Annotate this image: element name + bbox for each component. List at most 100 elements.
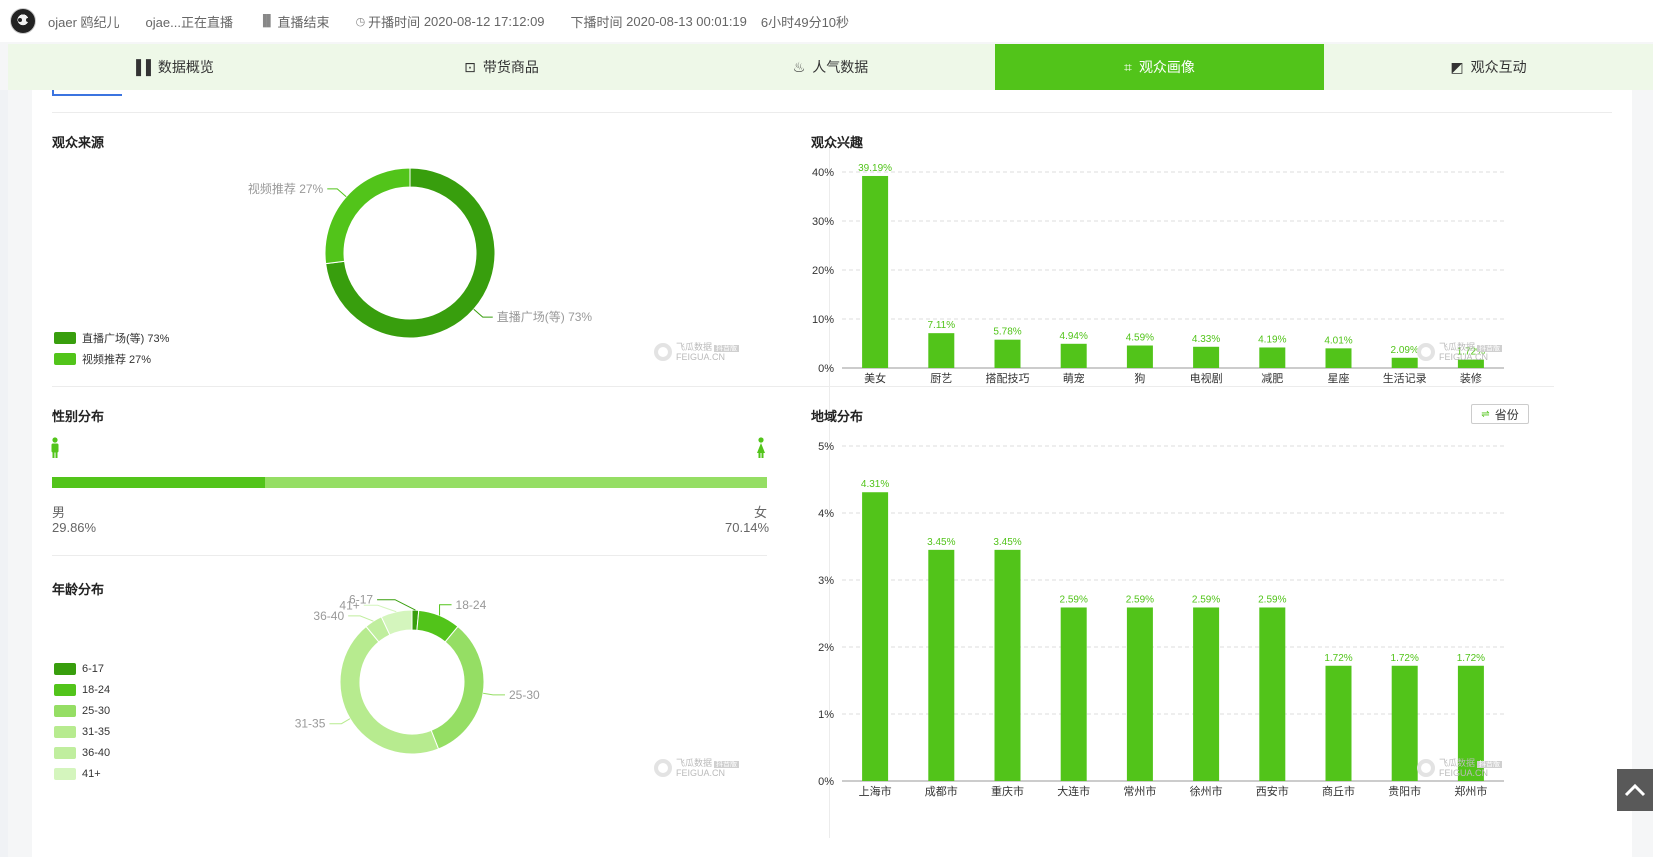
bar <box>1391 357 1418 368</box>
end-label: 下播时间 <box>570 14 623 30</box>
legend-label: 6-17 <box>82 662 105 675</box>
value-label: 4.33% <box>1192 334 1220 345</box>
avatar[interactable] <box>10 8 36 34</box>
pie-slice <box>339 625 440 755</box>
value-label: 1.72% <box>1324 653 1352 664</box>
bar <box>1060 607 1087 781</box>
value-label: 3.45% <box>993 537 1021 548</box>
legend-label: 视频推荐 27% <box>82 353 152 366</box>
watermark-logo-icon <box>654 759 672 777</box>
x-tick-label: 星座 <box>1328 371 1350 385</box>
bar <box>928 549 955 781</box>
age-legend: 6-17 18-24 25-30 31-35 36-40 41+ <box>54 658 110 784</box>
duration: 6小时49分10秒 <box>760 14 850 30</box>
legend-item[interactable]: 31-35 <box>54 721 110 742</box>
bar <box>1259 607 1286 781</box>
x-tick-label: 大连市 <box>1057 784 1090 798</box>
female-icon <box>757 437 765 458</box>
value-label: 4.59% <box>1126 333 1154 344</box>
region-bar-chart: 0% 1% 2% 3% 4% 5% 4.31% 上海市 3.45% 成都市 3.45% 重庆市 2.59… <box>818 441 1504 798</box>
tab-label: 观众画像 <box>1138 59 1195 75</box>
x-tick-label: 装修 <box>1460 371 1482 385</box>
left-strip <box>0 90 8 857</box>
value-label: 4.31% <box>861 479 889 490</box>
x-tick-label: 上海市 <box>859 784 892 798</box>
slice-label: 36-40 <box>313 609 344 623</box>
watermark-text: 飞瓜数据 抖音版 FEIGUA.CN <box>1439 341 1503 362</box>
tab-products[interactable]: ⊡ 带货商品 <box>337 44 666 90</box>
account-name[interactable]: ojaer 鸥纪儿 <box>48 14 120 30</box>
legend-item[interactable]: 视频推荐 27% <box>54 348 169 369</box>
section-title-region: 地域分布 <box>811 409 864 424</box>
watermark-logo-icon <box>1417 759 1435 777</box>
x-tick-label: 成都市 <box>925 784 958 798</box>
label-leader-line <box>377 599 416 611</box>
bar <box>1193 346 1220 368</box>
value-label: 1.72% <box>1457 347 1485 358</box>
y-tick-label: 2% <box>818 642 834 654</box>
x-tick-label: 美女 <box>864 371 886 385</box>
legend-item[interactable]: 18-24 <box>54 679 110 700</box>
x-tick-label: 郑州市 <box>1454 784 1487 798</box>
tab-popularity[interactable]: ♨ 人气数据 <box>666 44 995 90</box>
end-time: 下播时间 2020-08-13 00:01:19 <box>571 12 747 31</box>
section-title-interest: 观众兴趣 <box>811 135 864 150</box>
legend-item[interactable]: 直播广场(等) 73% <box>54 327 169 348</box>
watermark-text: 飞瓜数据 抖音版 FEIGUA.CN <box>676 757 740 778</box>
legend-label: 25-30 <box>82 704 111 717</box>
flame-icon: ♨ <box>792 58 806 75</box>
clock-icon: ◷ <box>355 15 366 28</box>
legend-label: 41+ <box>82 767 101 780</box>
tab-overview[interactable]: ▐▐ 数据概览 <box>8 44 337 90</box>
divider <box>829 138 830 838</box>
value-label: 39.19% <box>858 163 892 174</box>
female-label: 女 <box>754 505 768 520</box>
value-label: 2.09% <box>1391 345 1419 356</box>
male-percent: 29.86% <box>52 520 97 535</box>
slice-label: 视频推荐 27% <box>248 181 324 196</box>
legend-label: 18-24 <box>82 683 111 696</box>
x-tick-label: 电视剧 <box>1190 371 1223 385</box>
y-tick-label: 20% <box>812 265 834 277</box>
card-header-stub <box>52 90 122 96</box>
legend-swatch <box>54 331 76 344</box>
legend-item[interactable]: 41+ <box>54 763 110 784</box>
value-label: 3.45% <box>927 537 955 548</box>
watermark-logo-icon <box>1417 343 1435 361</box>
tab-label: 观众互动 <box>1470 59 1527 75</box>
y-tick-label: 10% <box>812 314 834 326</box>
value-label: 1.72% <box>1391 653 1419 664</box>
label-leader-line <box>329 718 351 725</box>
bar <box>1126 345 1153 368</box>
watermark: 飞瓜数据 抖音版 FEIGUA.CN <box>654 342 749 362</box>
slice-label: 18-24 <box>456 598 487 612</box>
value-label: 2.59% <box>1060 594 1088 605</box>
scroll-to-top-button[interactable] <box>1617 769 1653 811</box>
bar <box>1457 359 1484 368</box>
bar-chart-icon: ▐▌ <box>258 15 275 27</box>
audience-profile-card: 观众来源 观众兴趣 性别分布 地域分布 年龄分布 直播广场(等) 73% 视频推荐… <box>32 90 1632 857</box>
tab-audience-profile[interactable]: ⌗ 观众画像 <box>995 44 1324 90</box>
bar <box>994 339 1021 368</box>
legend-label: 直播广场(等) 73% <box>82 332 170 345</box>
legend-item[interactable]: 6-17 <box>54 658 110 679</box>
label-leader-line <box>327 188 347 198</box>
tab-audience-interaction[interactable]: ◩ 观众互动 <box>1324 44 1653 90</box>
province-toggle-label: 省份 <box>1494 407 1519 422</box>
label-leader-line <box>473 308 493 318</box>
legend-item[interactable]: 25-30 <box>54 700 110 721</box>
y-tick-label: 0% <box>818 363 834 375</box>
label-leader-line <box>439 604 452 616</box>
y-tick-label: 1% <box>818 709 834 721</box>
male-icon <box>51 437 59 458</box>
value-label: 2.59% <box>1126 594 1154 605</box>
bar <box>994 549 1021 781</box>
legend-item[interactable]: 36-40 <box>54 742 110 763</box>
province-toggle-button[interactable]: ⇌ 省份 <box>1471 404 1529 424</box>
slice-label: 直播广场(等) 73% <box>497 310 593 324</box>
live-title[interactable]: ojae...正在直播 <box>145 14 233 30</box>
source-donut-chart: 直播广场(等) 73% 视频推荐 27% <box>248 167 593 339</box>
x-tick-label: 搭配技巧 <box>986 372 1030 385</box>
value-label: 2.59% <box>1258 594 1286 605</box>
